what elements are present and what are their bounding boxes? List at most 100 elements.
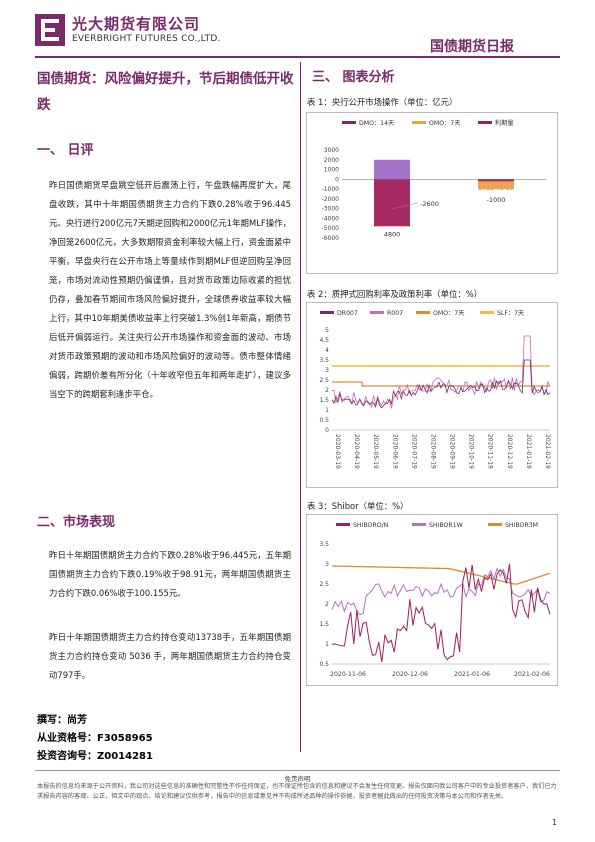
y-tick-label: 2.5 xyxy=(319,377,329,384)
legend-swatch xyxy=(488,523,502,526)
y-tick-label: -3000 xyxy=(322,206,340,213)
x-tick-label: 2021-01-19 xyxy=(525,434,532,469)
header-rule xyxy=(35,56,560,58)
net-label: -1000 xyxy=(487,196,506,204)
legend-swatch xyxy=(412,523,426,526)
chart2-caption: 表 2：质押式回购利率及政策利率（单位：%） xyxy=(307,289,483,299)
y-tick-label: 5 xyxy=(325,327,329,334)
x-tick-label: 2020-09-19 xyxy=(449,434,456,469)
x-tick-label: 2020-04-19 xyxy=(353,434,360,469)
y-tick-label: 4 xyxy=(325,347,329,354)
market-paragraph-2: 昨日十年期国债期货主力合约持仓变动13738手，五年期国债期货主力合约持仓变动 … xyxy=(49,632,291,680)
y-tick-label: -1000 xyxy=(322,186,340,193)
x-tick-label: 2020-08-19 xyxy=(429,434,436,469)
series-shibor1w xyxy=(331,566,551,616)
section-heading-daily-review: 一、 日评 xyxy=(37,143,94,158)
legend-swatch xyxy=(336,523,350,526)
series-shibor-on xyxy=(331,563,551,663)
y-tick-label: 1.5 xyxy=(319,621,329,628)
y-tick-label: -2000 xyxy=(322,196,340,203)
legend-label: DR007 xyxy=(337,310,358,317)
y-tick-label: 3000 xyxy=(324,147,339,154)
series-dr007 xyxy=(331,359,551,409)
disclaimer-text: 本报告的信息均来源于公开资料，我公司对这些信息的准确性和完整性不作任何保证，也不… xyxy=(37,783,557,800)
legend-swatch xyxy=(370,311,384,314)
bar xyxy=(478,179,514,182)
x-tick-label: 2020-06-19 xyxy=(391,434,398,469)
bar xyxy=(374,159,410,180)
y-tick-label: 2 xyxy=(325,601,329,608)
main-title: 国债期货：风险偏好提升，节后期债低开收跌 xyxy=(37,71,294,113)
y-tick-label: 0.5 xyxy=(319,417,329,424)
disclaimer-rule xyxy=(35,770,560,771)
company-logo xyxy=(35,14,65,46)
x-tick-label: 2021-02-06 xyxy=(514,671,550,678)
bar xyxy=(374,179,410,227)
chart1-caption: 表 1：央行公开市场操作（单位：亿元） xyxy=(307,97,458,107)
market-paragraph-1: 昨日十年期国债期货主力合约下跌0.28%收于96.445元，五年期国债期货主力合… xyxy=(49,550,291,598)
y-tick-label: 2.5 xyxy=(319,581,329,588)
x-tick-label: 2020-11-19 xyxy=(487,434,494,469)
legend-label: OMO：7天 xyxy=(429,120,460,127)
legend-label: DMO：14天 xyxy=(359,120,394,127)
chart3-shibor: SHIBORO/N SHIBOR1W SHIBOR3M 3.5 3 2.5 2 1.5 1 0.… xyxy=(306,514,558,686)
y-tick-label: 1 xyxy=(325,641,329,648)
x-tick-label: 2021-01-06 xyxy=(454,671,490,678)
y-tick-label: 0 xyxy=(335,176,339,183)
x-tick-label: 2020-11-06 xyxy=(330,671,366,678)
y-tick-label: 2 xyxy=(325,387,329,394)
bar xyxy=(478,179,514,190)
net-label-leader xyxy=(391,202,419,209)
y-tick-label: 1.5 xyxy=(319,397,329,404)
section-heading-market: 二、市场表现 xyxy=(37,515,116,530)
x-tick-label: 2020-12-06 xyxy=(392,671,428,678)
y-tick-label: 4.5 xyxy=(319,337,329,344)
brand-name-en: EVERBRIGHT FUTURES CO.,LTD. xyxy=(72,34,221,44)
legend-label: SLF：7天 xyxy=(497,310,524,317)
y-tick-label: 3 xyxy=(325,367,329,374)
y-tick-label: 0 xyxy=(325,427,329,434)
disclaimer-title: 免责声明 xyxy=(284,775,311,783)
legend-label: 利期量 xyxy=(495,119,514,127)
chart1-open-market-ops: DMO：14天 OMO：7天 利期量 3000 2000 1000 0 -1000 -2000… xyxy=(306,112,558,274)
x-tick-label: 2020-10-19 xyxy=(468,434,475,469)
y-tick-label: 1000 xyxy=(324,167,339,174)
y-tick-label: 0.5 xyxy=(319,661,329,668)
legend-swatch xyxy=(480,311,494,314)
daily-review-paragraph: 昨日国债期货早盘跳空低开后震荡上行，午盘跌幅再度扩大，尾盘收跌，其中十年期国债期… xyxy=(49,180,291,399)
x-tick-label: 2020-05-19 xyxy=(372,434,379,469)
chart3-frame xyxy=(306,514,558,686)
legend-label: R007 xyxy=(387,310,403,317)
legend-label: OMO：7天 xyxy=(433,310,464,317)
y-tick-label: 3 xyxy=(325,561,329,568)
author-block: 撰写：尚芳 从业资格号：F3058965 投资咨询号：Z0014281 xyxy=(37,712,153,766)
y-tick-label: 2000 xyxy=(324,157,339,164)
legend-swatch xyxy=(416,311,430,314)
x-tick-label: 2020-12-19 xyxy=(506,434,513,469)
legend-swatch xyxy=(412,121,426,124)
series-omo-7d xyxy=(332,381,550,387)
x-tick-label: 2020-03-19 xyxy=(334,434,341,469)
legend-swatch xyxy=(342,121,356,124)
y-tick-label: 1 xyxy=(325,407,329,414)
author-writer: 撰写：尚芳 xyxy=(37,715,87,726)
column-divider xyxy=(300,62,301,752)
chart1-frame xyxy=(306,112,558,274)
author-license: 从业资格号：F3058965 xyxy=(37,733,153,744)
chart2-repo-rates: DR007 R007 OMO：7天 SLF：7天 5 4.5 4 3.5 3 2.5 2 1.5 1 0… xyxy=(306,302,558,488)
y-tick-label: -6000 xyxy=(322,235,340,242)
y-tick-label: -5000 xyxy=(322,225,340,232)
page-number: 1 xyxy=(552,818,558,827)
net-label: -2600 xyxy=(420,200,439,208)
x-tick-label: 2020-07-19 xyxy=(410,434,417,469)
y-tick-label: 3.5 xyxy=(319,357,329,364)
author-consult-number: 投资咨询号：Z0014281 xyxy=(37,751,153,762)
chart3-caption: 表 3：Shibor（单位：%） xyxy=(307,501,409,511)
legend-label: SHIBOR1W xyxy=(429,522,463,529)
legend-label: SHIBORO/N xyxy=(353,522,389,529)
x-tick-label: 2021-02-19 xyxy=(544,434,551,469)
section-heading-charts: 三、 图表分析 xyxy=(312,70,395,85)
y-tick-label: -4000 xyxy=(322,215,340,222)
brand-name-cn: 光大期货有限公司 xyxy=(72,15,201,33)
y-tick-label: 3.5 xyxy=(319,541,329,548)
